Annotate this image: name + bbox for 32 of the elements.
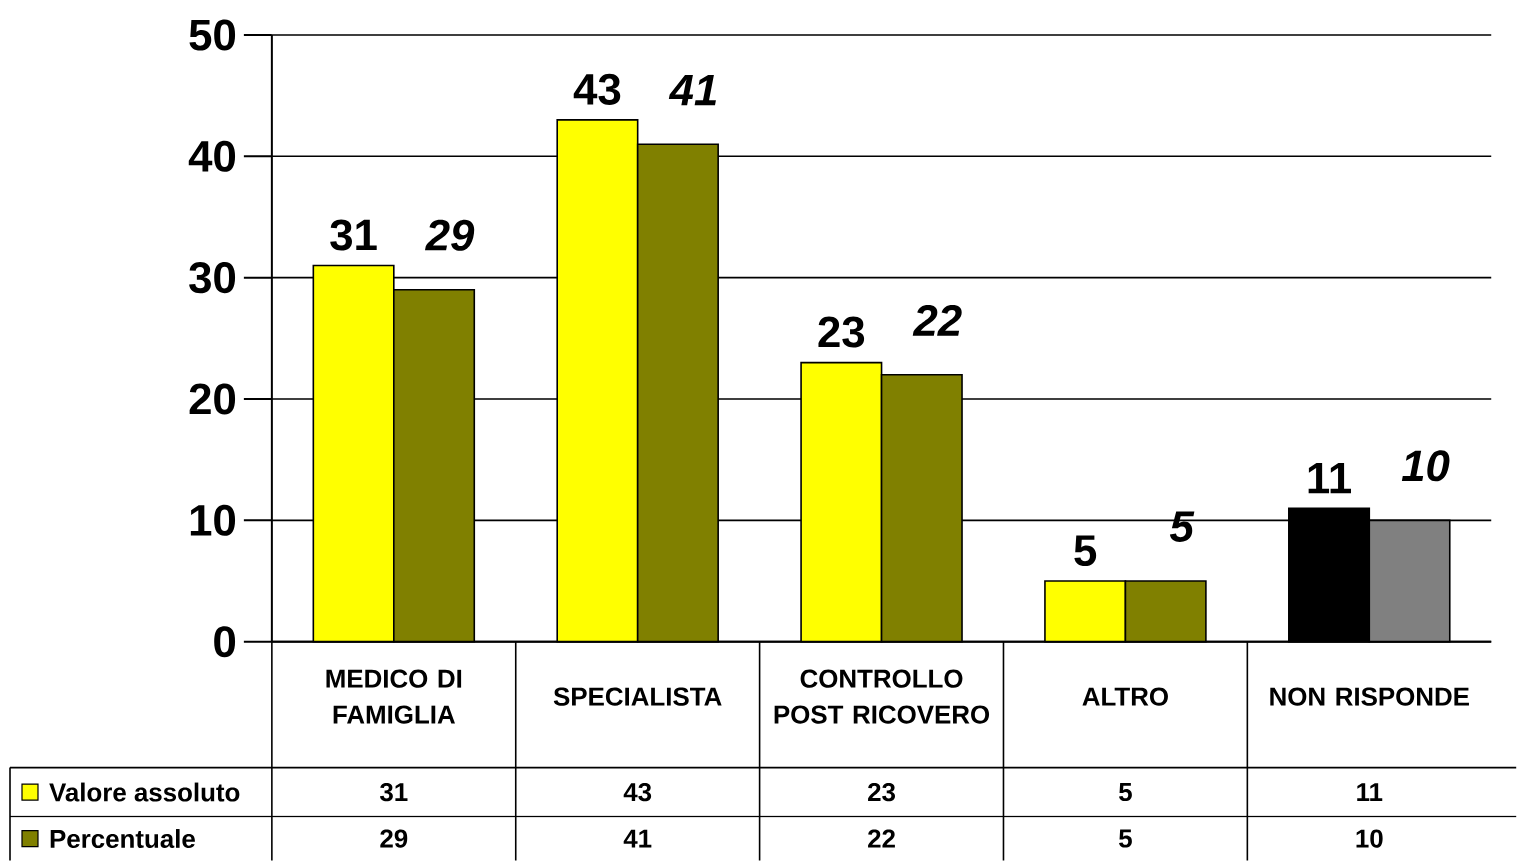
x-tick-label: ALTRO: [1082, 687, 1168, 706]
text: 41: [668, 74, 716, 105]
y-tick-label: 40: [188, 140, 236, 172]
y-tick-label: 30: [189, 261, 236, 294]
data-label: 22: [868, 829, 895, 848]
data-label: 29: [380, 829, 408, 848]
y-tick-label: 50: [189, 19, 236, 51]
text: 10: [1401, 450, 1450, 482]
data-label: 5: [1119, 829, 1132, 848]
x-tick-label: NON RISPONDE: [1270, 687, 1469, 706]
x-tick-label: MEDICO DI FAMIGLIA: [326, 669, 462, 724]
data-label: 23: [868, 782, 895, 802]
text: 22: [912, 304, 962, 336]
text: 31: [330, 219, 377, 251]
data-label: 31: [380, 782, 408, 802]
data-label: 11: [1357, 783, 1383, 801]
y-tick-label: 10: [190, 504, 236, 536]
text: 11: [1308, 462, 1351, 493]
text: 23: [818, 316, 865, 348]
y-tick-label: 20: [189, 383, 236, 415]
text: 29: [424, 219, 475, 251]
data-label: 41: [623, 829, 652, 848]
data-label: 43: [623, 782, 652, 802]
text: 43: [573, 73, 621, 105]
legend-label: Percentuale: [50, 828, 195, 848]
text: 5: [1074, 535, 1097, 566]
y-tick-label: 0: [214, 625, 236, 658]
legend-label: Valore assoluto: [49, 782, 240, 802]
data-label: 10: [1356, 829, 1383, 848]
x-tick-label: CONTROLLO POST RICOVERO: [774, 669, 990, 724]
data-label: 5: [1119, 782, 1132, 801]
x-tick-label: SPECIALISTA: [553, 687, 722, 706]
